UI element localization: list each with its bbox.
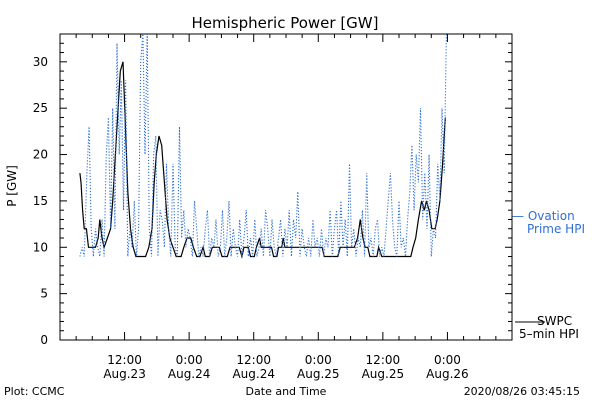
y-tick-label: 5 <box>40 287 48 301</box>
ovation-prime-hpi-line <box>79 33 447 257</box>
y-tick-label: 30 <box>33 55 48 69</box>
x-tick-date-label: Aug.23 <box>103 367 146 381</box>
legend-ovation-line1: — Ovation <box>512 209 575 223</box>
y-axis: 0 5 10 15 20 25 30 <box>33 33 512 347</box>
x-tick-date-label: Aug.24 <box>232 367 275 381</box>
x-axis: 12:00Aug.230:00Aug.2412:00Aug.240:00Aug.… <box>59 34 513 381</box>
y-tick-label: 0 <box>40 333 48 347</box>
x-tick-date-label: Aug.25 <box>297 367 340 381</box>
x-tick-time-label: 12:00 <box>236 353 271 367</box>
y-tick-label: 10 <box>33 240 48 254</box>
legend: — Ovation Prime HPI SWPC 5–min HPI <box>512 209 585 341</box>
x-tick-time-label: 0:00 <box>434 353 461 367</box>
x-tick-date-label: Aug.25 <box>362 367 405 381</box>
series-lines <box>79 33 447 259</box>
chart-title: Hemispheric Power [GW] <box>192 14 379 32</box>
y-tick-label: 25 <box>33 101 48 115</box>
y-tick-label: 20 <box>33 148 48 162</box>
footer-credit: Plot: CCMC <box>4 385 65 398</box>
x-tick-time-label: 0:00 <box>305 353 332 367</box>
y-axis-label: P [GW] <box>5 165 19 207</box>
swpc-hpi-line <box>79 61 446 259</box>
x-tick-time-label: 12:00 <box>107 353 142 367</box>
x-tick-date-label: Aug.26 <box>426 367 469 381</box>
x-axis-label: Date and Time <box>246 385 327 398</box>
legend-swpc-line1: SWPC <box>537 314 572 328</box>
x-tick-time-label: 12:00 <box>366 353 401 367</box>
footer-timestamp: 2020/08/26 03:45:15 <box>464 385 580 398</box>
legend-swpc-line2: 5–min HPI <box>519 327 579 341</box>
y-tick-label: 15 <box>33 194 48 208</box>
x-tick-date-label: Aug.24 <box>168 367 211 381</box>
legend-ovation-line2: Prime HPI <box>527 222 585 236</box>
x-tick-time-label: 0:00 <box>176 353 203 367</box>
